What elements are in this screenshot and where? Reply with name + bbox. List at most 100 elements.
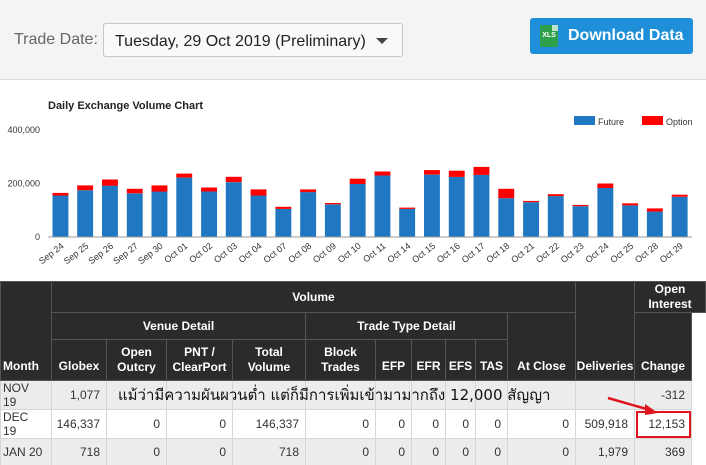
y-tick-label: 400,000 — [7, 125, 40, 135]
group-trade-type-header: Trade Type Detail — [305, 312, 508, 340]
bar-option — [448, 170, 465, 177]
bar-future — [225, 182, 242, 237]
bar-future — [77, 190, 94, 237]
cell-tas: 0 — [475, 438, 508, 465]
bar-future — [646, 211, 663, 237]
table-row: JAN 20 718 0 0 718 0 0 0 0 0 0 1,979 369 — [0, 438, 706, 465]
x-tick-label: Oct 25 — [608, 241, 635, 265]
cell-change: 369 — [634, 438, 693, 465]
x-tick-label: Oct 09 — [311, 241, 338, 265]
col-pnt-header: PNT / ClearPort — [166, 339, 233, 381]
cell-block — [305, 380, 376, 410]
cell-month: DEC 19 — [0, 409, 52, 439]
x-tick-label: Sep 30 — [136, 241, 165, 266]
cell-globex: 1,077 — [51, 380, 107, 410]
bar-future — [597, 188, 614, 237]
x-tick-label: Oct 17 — [460, 241, 487, 265]
cell-total: 718 — [232, 438, 306, 465]
bar-future — [52, 195, 69, 237]
cell-tas — [475, 380, 508, 410]
x-tick-label: Oct 03 — [212, 241, 239, 265]
col-efp-header: EFP — [375, 339, 412, 381]
trade-date-label: Trade Date: — [14, 31, 98, 48]
x-tick-label: Oct 21 — [509, 241, 536, 265]
trade-date-value: Tuesday, 29 Oct 2019 (Preliminary) — [115, 33, 366, 50]
cell-total: 146,337 — [232, 409, 306, 439]
bar-future — [126, 193, 143, 237]
bar-future — [324, 204, 341, 237]
download-data-button[interactable]: XLS Download Data — [530, 18, 693, 54]
cell-at-close: 1,979 — [575, 438, 636, 465]
cell-pnt — [166, 380, 233, 410]
chart-title: Daily Exchange Volume Chart — [48, 100, 203, 112]
cell-efs: 0 — [445, 438, 476, 465]
group-volume-header: Volume — [50, 281, 577, 313]
cell-change-highlighted: 12,153 — [634, 409, 693, 439]
volume-table-container: Month Volume Deliveries Open Interest Ve… — [0, 281, 706, 465]
bar-future — [547, 196, 564, 237]
bar-option — [646, 208, 663, 212]
cell-efp — [375, 380, 412, 410]
y-axis: 0 200,000 400,000 — [7, 125, 40, 242]
bar-future — [374, 175, 391, 237]
col-efr-header: EFR — [411, 339, 446, 381]
bar-option — [77, 185, 94, 191]
bar-option — [225, 176, 242, 183]
x-tick-label: Oct 14 — [385, 241, 412, 265]
y-tick-label: 0 — [35, 232, 40, 242]
x-tick-label: Oct 07 — [261, 241, 288, 265]
x-tick-label: Oct 23 — [559, 241, 586, 265]
bar-option — [201, 187, 217, 192]
legend-label-future: Future — [598, 117, 624, 127]
cell-pnt: 0 — [166, 438, 233, 465]
cell-deliveries — [506, 380, 577, 410]
x-tick-label: Oct 01 — [162, 241, 189, 265]
col-globex-header: Globex — [51, 339, 107, 381]
bar-option — [399, 207, 416, 209]
x-tick-label: Oct 10 — [336, 241, 363, 265]
cell-block: 0 — [305, 409, 376, 439]
bar-future — [473, 174, 490, 237]
col-block-trades-header: Block Trades — [305, 339, 376, 381]
x-tick-label: Sep 24 — [37, 241, 66, 266]
cell-month: JAN 20 — [0, 438, 52, 465]
x-tick-label: Oct 16 — [435, 241, 462, 265]
x-tick-label: Sep 26 — [86, 241, 115, 266]
cell-tas: 0 — [475, 409, 508, 439]
col-tas-header: TAS — [475, 339, 508, 381]
cell-pnt: 0 — [166, 409, 233, 439]
bar-option — [473, 166, 490, 175]
x-tick-label: Oct 02 — [187, 241, 214, 265]
legend-swatch-option — [642, 116, 663, 125]
x-tick-label: Sep 25 — [62, 241, 91, 266]
col-open-outcry-header: Open Outcry — [106, 339, 167, 381]
bar-future — [448, 176, 465, 237]
bar-future — [102, 185, 118, 237]
bar-future — [424, 174, 440, 237]
chart-legend: Future Option — [574, 116, 693, 127]
bar-option — [374, 171, 391, 176]
cell-deliveries: 0 — [506, 438, 577, 465]
legend-label-option: Option — [666, 117, 693, 127]
bar-option — [250, 189, 267, 196]
bar-future — [176, 177, 193, 237]
cell-at-close — [575, 380, 636, 410]
cell-change: -312 — [634, 380, 693, 410]
bar-future — [250, 195, 267, 237]
bar-option — [572, 204, 589, 207]
excel-file-icon: XLS — [540, 25, 558, 47]
cell-globex: 718 — [51, 438, 107, 465]
bar-option — [547, 194, 564, 197]
x-tick-label: Oct 24 — [583, 241, 610, 265]
bar-option — [275, 206, 292, 209]
y-tick-label: 200,000 — [7, 179, 40, 189]
volume-chart-svg: Daily Exchange Volume Chart Future Option… — [7, 100, 693, 266]
trade-date-dropdown[interactable]: Tuesday, 29 Oct 2019 (Preliminary) — [103, 23, 403, 57]
cell-efr: 0 — [411, 438, 446, 465]
cell-globex: 146,337 — [51, 409, 107, 439]
col-deliveries-header: Deliveries — [575, 281, 636, 381]
cell-efp: 0 — [375, 409, 412, 439]
bar-option — [498, 188, 515, 199]
bar-future — [275, 208, 292, 237]
